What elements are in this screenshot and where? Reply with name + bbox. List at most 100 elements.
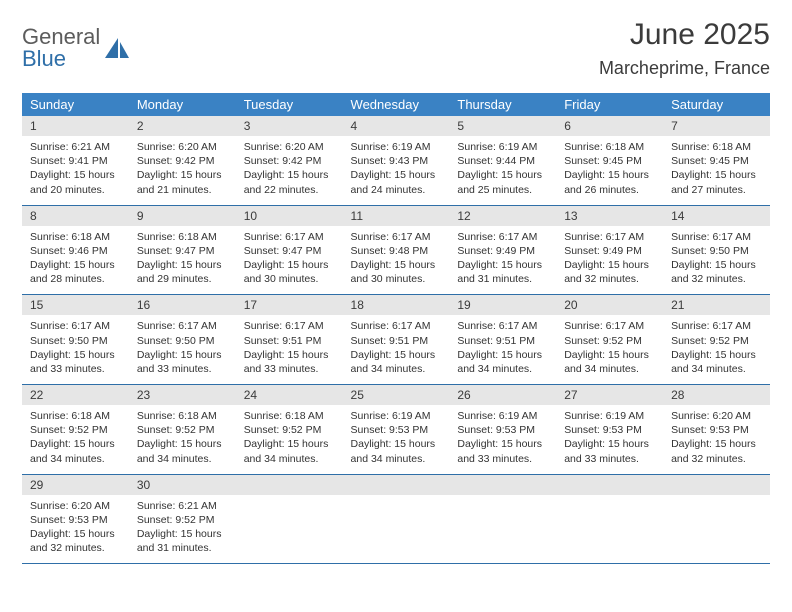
- location: Marcheprime, France: [599, 58, 770, 79]
- day-number: 14: [663, 206, 770, 226]
- sunset-line: Sunset: 9:42 PM: [137, 154, 228, 168]
- day-number: 28: [663, 385, 770, 405]
- daylight-line: Daylight: 15 hours and 21 minutes.: [137, 168, 228, 196]
- sunset-line: Sunset: 9:53 PM: [457, 423, 548, 437]
- sunrise-line: Sunrise: 6:18 AM: [137, 230, 228, 244]
- daylight-line: Daylight: 15 hours and 24 minutes.: [351, 168, 442, 196]
- day-details: Sunrise: 6:17 AMSunset: 9:52 PMDaylight:…: [663, 315, 770, 384]
- daylight-line: Daylight: 15 hours and 32 minutes.: [671, 437, 762, 465]
- calendar-cell: 4Sunrise: 6:19 AMSunset: 9:43 PMDaylight…: [343, 116, 450, 205]
- day-details: Sunrise: 6:17 AMSunset: 9:51 PMDaylight:…: [343, 315, 450, 384]
- sunrise-line: Sunrise: 6:21 AM: [30, 140, 121, 154]
- sunset-line: Sunset: 9:44 PM: [457, 154, 548, 168]
- daylight-line: Daylight: 15 hours and 34 minutes.: [351, 348, 442, 376]
- calendar-cell: [343, 474, 450, 564]
- day-number: 11: [343, 206, 450, 226]
- calendar-cell: 24Sunrise: 6:18 AMSunset: 9:52 PMDayligh…: [236, 385, 343, 475]
- sunset-line: Sunset: 9:50 PM: [30, 334, 121, 348]
- day-number: 8: [22, 206, 129, 226]
- sunrise-line: Sunrise: 6:19 AM: [564, 409, 655, 423]
- day-details: Sunrise: 6:21 AMSunset: 9:41 PMDaylight:…: [22, 136, 129, 205]
- weekday-header: Sunday: [22, 93, 129, 116]
- daylight-line: Daylight: 15 hours and 27 minutes.: [671, 168, 762, 196]
- day-number: 4: [343, 116, 450, 136]
- day-number: 24: [236, 385, 343, 405]
- calendar-cell: 14Sunrise: 6:17 AMSunset: 9:50 PMDayligh…: [663, 205, 770, 295]
- day-number: 27: [556, 385, 663, 405]
- weekday-header: Monday: [129, 93, 236, 116]
- sunrise-line: Sunrise: 6:17 AM: [457, 319, 548, 333]
- day-details: Sunrise: 6:19 AMSunset: 9:53 PMDaylight:…: [556, 405, 663, 474]
- calendar-cell: 23Sunrise: 6:18 AMSunset: 9:52 PMDayligh…: [129, 385, 236, 475]
- day-number: [449, 475, 556, 495]
- calendar-cell: 18Sunrise: 6:17 AMSunset: 9:51 PMDayligh…: [343, 295, 450, 385]
- calendar-cell: 8Sunrise: 6:18 AMSunset: 9:46 PMDaylight…: [22, 205, 129, 295]
- daylight-line: Daylight: 15 hours and 34 minutes.: [351, 437, 442, 465]
- sunset-line: Sunset: 9:50 PM: [671, 244, 762, 258]
- page-header: General Blue June 2025 Marcheprime, Fran…: [22, 18, 770, 79]
- day-details: Sunrise: 6:18 AMSunset: 9:46 PMDaylight:…: [22, 226, 129, 295]
- day-details: Sunrise: 6:18 AMSunset: 9:52 PMDaylight:…: [22, 405, 129, 474]
- day-details: Sunrise: 6:21 AMSunset: 9:52 PMDaylight:…: [129, 495, 236, 564]
- calendar-row: 29Sunrise: 6:20 AMSunset: 9:53 PMDayligh…: [22, 474, 770, 564]
- daylight-line: Daylight: 15 hours and 28 minutes.: [30, 258, 121, 286]
- day-number: 9: [129, 206, 236, 226]
- calendar-cell: [236, 474, 343, 564]
- day-details: Sunrise: 6:19 AMSunset: 9:43 PMDaylight:…: [343, 136, 450, 205]
- daylight-line: Daylight: 15 hours and 33 minutes.: [244, 348, 335, 376]
- sunrise-line: Sunrise: 6:18 AM: [564, 140, 655, 154]
- day-number: 25: [343, 385, 450, 405]
- sunset-line: Sunset: 9:50 PM: [137, 334, 228, 348]
- sunset-line: Sunset: 9:51 PM: [351, 334, 442, 348]
- sunset-line: Sunset: 9:53 PM: [30, 513, 121, 527]
- day-details: Sunrise: 6:17 AMSunset: 9:49 PMDaylight:…: [556, 226, 663, 295]
- calendar-cell: 19Sunrise: 6:17 AMSunset: 9:51 PMDayligh…: [449, 295, 556, 385]
- sunrise-line: Sunrise: 6:19 AM: [351, 409, 442, 423]
- calendar-row: 1Sunrise: 6:21 AMSunset: 9:41 PMDaylight…: [22, 116, 770, 205]
- calendar-cell: 6Sunrise: 6:18 AMSunset: 9:45 PMDaylight…: [556, 116, 663, 205]
- sunset-line: Sunset: 9:49 PM: [564, 244, 655, 258]
- sunrise-line: Sunrise: 6:18 AM: [671, 140, 762, 154]
- day-number: 30: [129, 475, 236, 495]
- day-details: Sunrise: 6:20 AMSunset: 9:42 PMDaylight:…: [236, 136, 343, 205]
- calendar-cell: [449, 474, 556, 564]
- day-number: 15: [22, 295, 129, 315]
- day-number: 6: [556, 116, 663, 136]
- sunset-line: Sunset: 9:47 PM: [137, 244, 228, 258]
- day-details: [663, 495, 770, 555]
- sunset-line: Sunset: 9:52 PM: [564, 334, 655, 348]
- day-details: Sunrise: 6:17 AMSunset: 9:52 PMDaylight:…: [556, 315, 663, 384]
- title-block: June 2025 Marcheprime, France: [599, 18, 770, 79]
- sunrise-line: Sunrise: 6:20 AM: [137, 140, 228, 154]
- month-year: June 2025: [599, 18, 770, 52]
- daylight-line: Daylight: 15 hours and 34 minutes.: [564, 348, 655, 376]
- sunset-line: Sunset: 9:52 PM: [671, 334, 762, 348]
- calendar-cell: 21Sunrise: 6:17 AMSunset: 9:52 PMDayligh…: [663, 295, 770, 385]
- calendar-cell: 20Sunrise: 6:17 AMSunset: 9:52 PMDayligh…: [556, 295, 663, 385]
- day-number: 19: [449, 295, 556, 315]
- day-details: Sunrise: 6:20 AMSunset: 9:42 PMDaylight:…: [129, 136, 236, 205]
- sunset-line: Sunset: 9:41 PM: [30, 154, 121, 168]
- calendar-row: 22Sunrise: 6:18 AMSunset: 9:52 PMDayligh…: [22, 385, 770, 475]
- weekday-header: Thursday: [449, 93, 556, 116]
- sunrise-line: Sunrise: 6:18 AM: [244, 409, 335, 423]
- sunset-line: Sunset: 9:53 PM: [671, 423, 762, 437]
- day-number: 18: [343, 295, 450, 315]
- day-details: Sunrise: 6:17 AMSunset: 9:50 PMDaylight:…: [129, 315, 236, 384]
- day-number: 3: [236, 116, 343, 136]
- brand-sail-icon: [104, 36, 130, 62]
- day-number: 17: [236, 295, 343, 315]
- sunrise-line: Sunrise: 6:17 AM: [244, 230, 335, 244]
- sunset-line: Sunset: 9:51 PM: [244, 334, 335, 348]
- day-details: Sunrise: 6:18 AMSunset: 9:45 PMDaylight:…: [556, 136, 663, 205]
- day-details: Sunrise: 6:19 AMSunset: 9:53 PMDaylight:…: [449, 405, 556, 474]
- daylight-line: Daylight: 15 hours and 30 minutes.: [351, 258, 442, 286]
- daylight-line: Daylight: 15 hours and 34 minutes.: [244, 437, 335, 465]
- sunset-line: Sunset: 9:43 PM: [351, 154, 442, 168]
- day-details: [343, 495, 450, 555]
- sunset-line: Sunset: 9:47 PM: [244, 244, 335, 258]
- sunset-line: Sunset: 9:48 PM: [351, 244, 442, 258]
- day-number: 16: [129, 295, 236, 315]
- day-number: 21: [663, 295, 770, 315]
- day-details: [556, 495, 663, 555]
